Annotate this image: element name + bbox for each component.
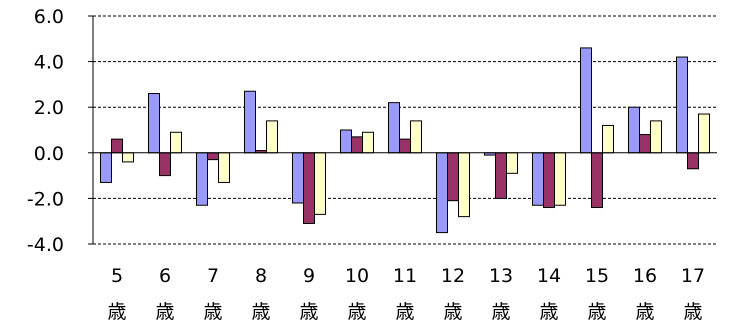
bar-s2-10 bbox=[351, 136, 363, 154]
bar-s2-5 bbox=[111, 138, 123, 154]
bar-s2-6 bbox=[159, 152, 171, 177]
bar-s3-15 bbox=[602, 124, 614, 154]
bar-s3-5 bbox=[122, 152, 134, 163]
x-category-number: 15 bbox=[585, 265, 609, 287]
x-category-unit: 歳 bbox=[443, 301, 462, 323]
bar-s1-16 bbox=[628, 106, 640, 154]
bar-s3-7 bbox=[218, 152, 230, 183]
bar-s1-11 bbox=[388, 102, 400, 154]
axes bbox=[88, 15, 717, 245]
bar-s1-8 bbox=[244, 90, 256, 154]
x-category-unit: 歳 bbox=[587, 301, 606, 323]
bar-s3-16 bbox=[650, 120, 662, 154]
bar-s3-12 bbox=[458, 152, 470, 218]
bar-s3-14 bbox=[554, 152, 566, 206]
bar-s1-12 bbox=[436, 152, 448, 234]
y-tick-label: 2.0 bbox=[34, 97, 64, 119]
bar-s1-7 bbox=[196, 152, 208, 206]
bar-s2-13 bbox=[495, 152, 507, 199]
x-category-unit: 歳 bbox=[347, 301, 366, 323]
bar-s1-9 bbox=[292, 152, 304, 204]
x-category-unit: 歳 bbox=[683, 301, 702, 323]
bar-s3-10 bbox=[362, 131, 374, 154]
y-tick-label: 6.0 bbox=[34, 6, 64, 28]
bar-s2-12 bbox=[447, 152, 459, 202]
x-category-number: 11 bbox=[393, 265, 417, 287]
bar-s1-6 bbox=[148, 93, 160, 154]
bar-s2-11 bbox=[399, 138, 411, 154]
gridlines bbox=[93, 15, 717, 245]
x-category-unit: 歳 bbox=[635, 301, 654, 323]
bar-s2-16 bbox=[639, 134, 651, 154]
bar-s2-9 bbox=[303, 152, 315, 224]
bar-s3-17 bbox=[698, 113, 710, 154]
bar-s3-13 bbox=[506, 152, 518, 174]
x-category-number: 13 bbox=[489, 265, 513, 287]
bar-s1-17 bbox=[676, 56, 688, 154]
x-category-number: 14 bbox=[537, 265, 561, 287]
x-category-number: 10 bbox=[345, 265, 369, 287]
y-tick-label: -2.0 bbox=[27, 188, 64, 210]
bar-s3-11 bbox=[410, 120, 422, 154]
bar-s1-5 bbox=[100, 152, 112, 183]
bar-s2-7 bbox=[207, 152, 219, 161]
x-category-unit: 歳 bbox=[107, 301, 126, 323]
x-category-number: 16 bbox=[633, 265, 657, 287]
x-category-labels: 5 歳 6 歳 7 歳 8 歳 9 歳 10 歳 11 歳 12 歳 13 歳 14 歳 15 歳 16 歳 17 歳 bbox=[107, 265, 705, 323]
x-category-unit: 歳 bbox=[251, 301, 270, 323]
x-category-number: 9 bbox=[303, 265, 315, 287]
y-tick-label: 0.0 bbox=[34, 143, 64, 165]
bar-s1-10 bbox=[340, 129, 352, 154]
bar-s2-14 bbox=[543, 152, 555, 209]
bars bbox=[100, 47, 710, 234]
x-category-number: 5 bbox=[111, 265, 123, 287]
x-category-number: 6 bbox=[159, 265, 171, 287]
x-category-unit: 歳 bbox=[299, 301, 318, 323]
x-category-number: 8 bbox=[255, 265, 267, 287]
bar-s2-17 bbox=[687, 152, 699, 170]
bar-s3-9 bbox=[314, 152, 326, 215]
x-category-unit: 歳 bbox=[155, 301, 174, 323]
bar-s1-14 bbox=[532, 152, 544, 206]
y-tick-label: 4.0 bbox=[34, 52, 64, 74]
x-category-number: 17 bbox=[681, 265, 705, 287]
y-tick-label: -4.0 bbox=[27, 234, 64, 256]
bar-s2-15 bbox=[591, 152, 603, 209]
bar-s3-8 bbox=[266, 120, 278, 154]
x-category-unit: 歳 bbox=[203, 301, 222, 323]
x-category-number: 12 bbox=[441, 265, 465, 287]
x-category-unit: 歳 bbox=[539, 301, 558, 323]
x-category-unit: 歳 bbox=[395, 301, 414, 323]
bar-s1-15 bbox=[580, 47, 592, 154]
x-category-unit: 歳 bbox=[491, 301, 510, 323]
bar-s3-6 bbox=[170, 131, 182, 154]
y-tick-labels: 6.0 4.0 2.0 0.0 -2.0 -4.0 bbox=[27, 6, 64, 256]
x-category-number: 7 bbox=[207, 265, 219, 287]
